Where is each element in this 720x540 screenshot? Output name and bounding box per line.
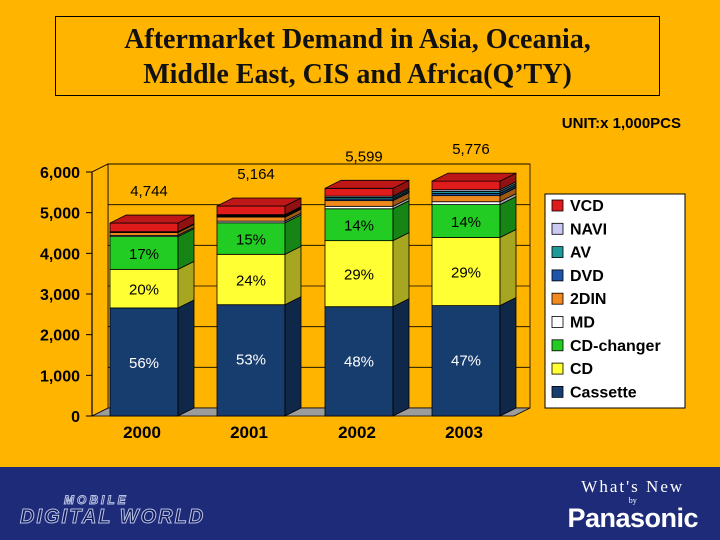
data-label-cd-2003: 29% xyxy=(451,265,481,282)
bar-segment-2din-2003 xyxy=(431,195,501,203)
bar-segment-cd-changer-2002 xyxy=(324,208,394,242)
data-label-cd-changer-2001: 15% xyxy=(236,232,266,249)
bar-side-cassette-2002 xyxy=(392,298,410,417)
logo-top-text: MOBILE xyxy=(63,493,129,507)
bar-segment-md-2003 xyxy=(431,201,501,205)
bar-segment-cassette-2001 xyxy=(216,304,286,417)
legend-swatch-av xyxy=(551,246,564,259)
legend-label-md: MD xyxy=(570,315,595,332)
bar-segment-2din-2000 xyxy=(109,232,179,236)
legend-label-2din: 2DIN xyxy=(570,291,606,308)
chart-title: Aftermarket Demand in Asia, Oceania, Mid… xyxy=(55,16,660,96)
x-tick-label-2003: 2003 xyxy=(445,423,483,442)
bar-segment-cd-changer-2001 xyxy=(216,222,286,255)
data-label-cd-2000: 20% xyxy=(129,282,159,299)
data-label-cd-changer-2003: 14% xyxy=(451,214,481,231)
bar-segment-cd-2001 xyxy=(216,253,286,306)
x-tick-label-2002: 2002 xyxy=(338,423,376,442)
bar-segment-2din-2002 xyxy=(324,200,394,207)
unit-label: UNIT:x 1,000PCS xyxy=(561,115,681,132)
plot-side-wall xyxy=(91,163,109,417)
y-tick-label: 2,000 xyxy=(40,328,80,345)
bar-side-cd-2003 xyxy=(499,228,517,307)
footer-bar: MOBILE DIGITAL WORLD What's New by Panas… xyxy=(0,467,720,540)
legend-label-dvd: DVD xyxy=(570,268,604,285)
bar-segment-cd-2002 xyxy=(324,240,394,308)
bar-segment-vcd-2002 xyxy=(324,187,394,197)
y-tick-label: 5,000 xyxy=(40,206,80,223)
y-tick-label: 6,000 xyxy=(40,165,80,182)
title-line-1: Aftermarket Demand in Asia, Oceania, xyxy=(124,24,591,55)
bar-side-cassette-2001 xyxy=(284,296,302,417)
bar-segment-cd-2000 xyxy=(109,268,179,309)
bar-segment-cassette-2002 xyxy=(324,306,394,417)
bar-segment-vcd-2001 xyxy=(216,205,286,216)
total-label-2002: 5,599 xyxy=(345,148,383,165)
total-label-2001: 5,164 xyxy=(237,166,275,183)
legend-swatch-cd xyxy=(551,362,564,375)
bar-segment-cassette-2003 xyxy=(431,305,501,417)
x-tick-label-2000: 2000 xyxy=(123,423,161,442)
bar-segment-cd-changer-2000 xyxy=(109,236,179,270)
bar-top-2001 xyxy=(216,197,302,207)
x-tick-label-2001: 2001 xyxy=(230,423,268,442)
bar-top-2002 xyxy=(324,179,410,189)
legend-swatch-cd-changer xyxy=(551,339,564,352)
legend-label-cassette: Cassette xyxy=(570,384,637,401)
bar-segment-cassette-2000 xyxy=(109,307,179,417)
mobile-digital-world-logo: MOBILE DIGITAL WORLD xyxy=(19,493,206,528)
y-tick-label: 1,000 xyxy=(40,368,80,385)
legend-box xyxy=(544,193,686,409)
legend-label-vcd: VCD xyxy=(570,198,604,215)
legend-label-av: AV xyxy=(570,245,591,262)
legend-swatch-2din xyxy=(551,292,564,305)
legend-swatch-navi xyxy=(551,222,564,235)
by-text: by xyxy=(628,496,637,505)
bar-top-2003 xyxy=(431,172,517,182)
bar-segment-2din-2001 xyxy=(216,216,286,222)
data-label-cassette-2000: 56% xyxy=(129,355,159,372)
stacked-bar-chart: 0 1,000 2,000 3,000 4,000 5,000 6,000 56% 20% 17%… xyxy=(40,141,686,442)
legend-swatch-vcd xyxy=(551,199,564,212)
legend-swatch-cassette xyxy=(551,385,564,398)
legend-swatch-dvd xyxy=(551,269,564,282)
data-label-cd-2001: 24% xyxy=(236,273,266,290)
bar-segment-vcd-2003 xyxy=(431,180,501,191)
y-tick-label: 0 xyxy=(71,409,80,426)
data-label-cassette-2003: 47% xyxy=(451,353,481,370)
legend-label-cd-changer: CD-changer xyxy=(570,338,661,355)
legend-label-cd: CD xyxy=(570,361,593,378)
data-label-cd-2002: 29% xyxy=(344,267,374,284)
bar-side-cassette-2000 xyxy=(177,299,195,417)
bar-side-cd-2002 xyxy=(392,231,410,308)
total-label-2003: 5,776 xyxy=(452,141,490,158)
title-line-2: Middle East, CIS and Africa(Q’TY) xyxy=(143,59,572,90)
whats-new-text: What's New xyxy=(581,477,685,496)
legend-label-navi: NAVI xyxy=(570,221,607,238)
y-tick-label: 3,000 xyxy=(40,287,80,304)
brand-text: Panasonic xyxy=(567,503,698,533)
data-label-cd-changer-2002: 14% xyxy=(344,218,374,235)
bar-side-cd-2001 xyxy=(284,245,302,306)
data-label-cassette-2001: 53% xyxy=(236,352,266,369)
legend-swatch-md xyxy=(551,316,564,328)
slide: Aftermarket Demand in Asia, Oceania, Mid… xyxy=(39,16,686,442)
data-label-cd-changer-2000: 17% xyxy=(129,246,159,263)
total-label-2000: 4,744 xyxy=(130,183,168,200)
logo-bottom-text: DIGITAL WORLD xyxy=(19,506,206,528)
y-tick-label: 4,000 xyxy=(40,246,80,263)
bar-segment-cd-2003 xyxy=(431,237,501,306)
bar-segment-vcd-2000 xyxy=(109,222,179,233)
bar-top-2000 xyxy=(109,214,195,224)
bar-side-cassette-2003 xyxy=(499,296,517,417)
data-label-cassette-2002: 48% xyxy=(344,354,374,371)
panasonic-logo: What's New by Panasonic xyxy=(567,477,698,534)
